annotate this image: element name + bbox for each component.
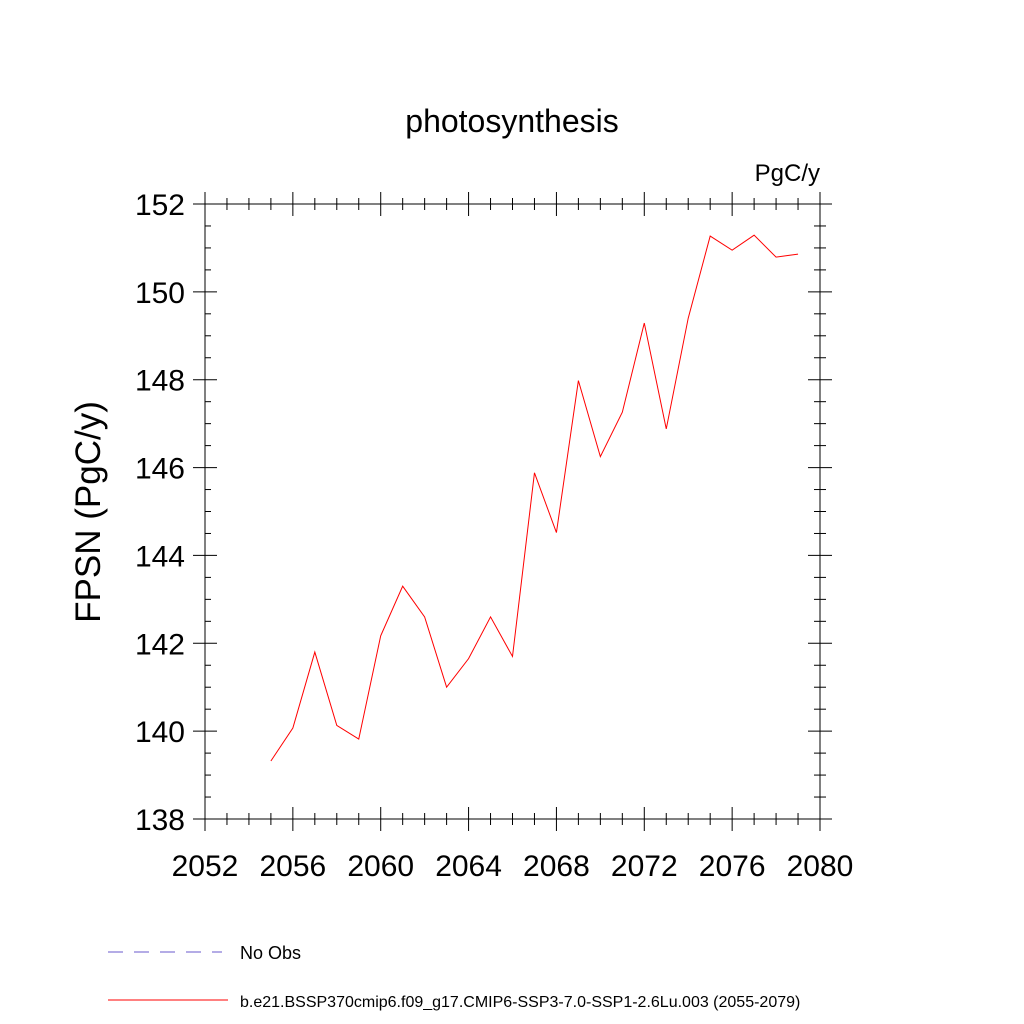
y-tick-label: 146 (135, 453, 185, 486)
x-axis-ticks: 2052 2056 2060 2064 2068 2072 2076 2080 (172, 192, 854, 883)
legend: No Obs b.e21.BSSP370cmip6.f09_g17.CMIP6-… (108, 943, 800, 1011)
x-tick-label: 2068 (523, 850, 590, 883)
y-tick-label: 144 (135, 540, 185, 573)
x-tick-label: 2072 (611, 850, 678, 883)
plot-frame (204, 203, 821, 820)
y-tick-label: 152 (135, 189, 185, 222)
legend-label-no-obs: No Obs (240, 943, 301, 963)
units-label: PgC/y (755, 160, 820, 187)
y-tick-label: 138 (135, 804, 185, 837)
y-tick-label: 150 (135, 277, 185, 310)
x-tick-label: 2052 (172, 850, 239, 883)
y-tick-label: 142 (135, 628, 185, 661)
y-tick-label: 140 (135, 716, 185, 749)
y-axis-label: FPSN (PgC/y) (69, 401, 108, 623)
x-tick-label: 2076 (699, 850, 766, 883)
legend-label-model: b.e21.BSSP370cmip6.f09_g17.CMIP6-SSP3-7.… (240, 994, 800, 1011)
series-layer (270, 234, 799, 762)
chart-title: photosynthesis (405, 103, 618, 139)
x-tick-label: 2056 (259, 850, 326, 883)
y-tick-label: 148 (135, 365, 185, 398)
x-tick-label: 2060 (347, 850, 414, 883)
series-line-0 (270, 234, 799, 762)
x-tick-label: 2080 (787, 850, 854, 883)
x-tick-label: 2064 (435, 850, 502, 883)
y-axis-ticks: 138 140 142 144 146 148 150 152 (135, 189, 832, 837)
